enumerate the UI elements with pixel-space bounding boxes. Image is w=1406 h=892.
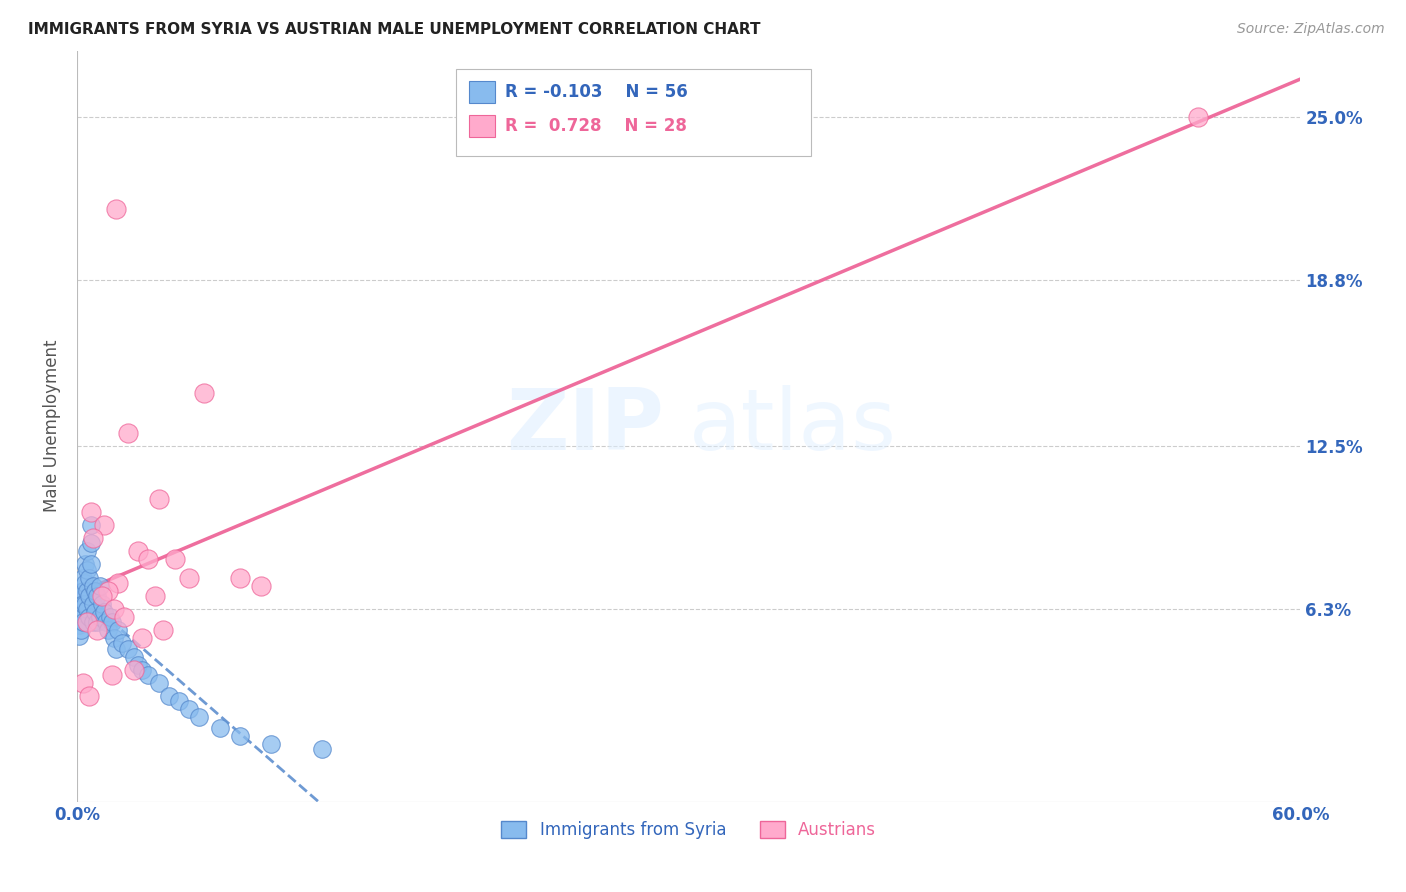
Point (97, 583, 120, 598)
Point (67, 629, 90, 643)
Point (76, 615, 98, 630)
Point (152, 624, 174, 638)
Text: Source: ZipAtlas.com: Source: ZipAtlas.com (1237, 22, 1385, 37)
Point (72, 583, 94, 598)
Point (70, 602, 93, 616)
Point (103, 631, 125, 645)
Point (311, 742, 333, 756)
Point (70, 589, 93, 603)
Point (179, 571, 201, 585)
Point (117, 641, 139, 656)
Point (80, 505, 103, 519)
Point (82, 531, 104, 545)
Point (82, 578, 104, 592)
Point (104, 641, 127, 656)
Point (80, 558, 103, 572)
Point (249, 578, 271, 592)
Point (72, 597, 94, 611)
Point (75, 575, 97, 590)
Point (127, 544, 149, 558)
Point (107, 575, 129, 590)
Point (72, 676, 94, 690)
Point (148, 676, 170, 690)
Point (80, 536, 103, 550)
Point (86, 624, 108, 638)
Point (75, 558, 97, 572)
Point (90, 589, 112, 603)
Point (188, 710, 211, 724)
Point (76, 583, 98, 598)
Point (112, 610, 135, 624)
Text: ZIP: ZIP (506, 384, 664, 467)
Point (75, 597, 97, 611)
Point (79, 689, 101, 703)
FancyBboxPatch shape (457, 70, 811, 156)
Point (86, 589, 108, 603)
Point (193, 386, 215, 401)
Point (131, 663, 153, 677)
Point (260, 737, 283, 751)
Point (131, 631, 153, 645)
Point (93, 517, 115, 532)
Text: IMMIGRANTS FROM SYRIA VS AUSTRIAN MALE UNEMPLOYMENT CORRELATION CHART: IMMIGRANTS FROM SYRIA VS AUSTRIAN MALE U… (28, 22, 761, 37)
Point (107, 624, 129, 638)
Point (98, 610, 121, 624)
Point (67, 618, 90, 632)
Point (82, 615, 104, 630)
Point (86, 615, 108, 630)
Point (127, 657, 149, 672)
Point (89, 578, 111, 592)
Point (79, 571, 101, 585)
Point (80, 517, 103, 532)
Point (122, 649, 145, 664)
Point (138, 552, 160, 566)
Point (138, 668, 160, 682)
Bar (468, 80, 495, 103)
Point (89, 610, 111, 624)
Point (229, 729, 252, 743)
Point (67, 605, 90, 619)
Point (143, 589, 166, 603)
Point (79, 589, 101, 603)
Point (157, 689, 180, 703)
Point (117, 425, 139, 440)
Text: atlas: atlas (689, 384, 897, 467)
Point (90, 597, 112, 611)
Point (70, 624, 93, 638)
Point (208, 721, 231, 735)
Point (76, 602, 98, 616)
Point (229, 571, 252, 585)
Point (167, 694, 190, 708)
Point (72, 615, 94, 630)
Point (104, 202, 127, 216)
Point (84, 605, 107, 619)
Legend: Immigrants from Syria, Austrians: Immigrants from Syria, Austrians (495, 814, 883, 846)
Point (76, 544, 98, 558)
Y-axis label: Male Unemployment: Male Unemployment (44, 340, 60, 512)
Point (82, 597, 104, 611)
Point (93, 605, 115, 619)
Point (97, 624, 120, 638)
Point (111, 636, 134, 650)
Point (76, 563, 98, 577)
Bar (468, 114, 495, 137)
Point (103, 602, 125, 616)
Text: R = -0.103    N = 56: R = -0.103 N = 56 (505, 83, 688, 101)
Point (163, 552, 186, 566)
Point (79, 610, 101, 624)
Point (100, 668, 122, 682)
Point (100, 615, 122, 630)
Point (1187, 110, 1209, 124)
Point (148, 491, 170, 506)
Text: R =  0.728    N = 28: R = 0.728 N = 28 (505, 117, 688, 135)
Point (84, 583, 107, 598)
Point (179, 702, 201, 716)
Point (94, 615, 117, 630)
Point (122, 663, 145, 677)
Point (72, 571, 94, 585)
